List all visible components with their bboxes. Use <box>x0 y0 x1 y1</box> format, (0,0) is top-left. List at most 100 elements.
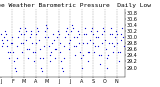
Point <box>54 58 57 59</box>
Point <box>4 34 7 35</box>
Point <box>1 46 4 47</box>
Point <box>44 31 47 32</box>
Point <box>64 37 67 38</box>
Point <box>96 37 99 38</box>
Point <box>113 46 115 47</box>
Point <box>29 31 32 32</box>
Point <box>22 43 24 44</box>
Point <box>0 40 3 41</box>
Point <box>43 37 46 38</box>
Point <box>9 43 12 44</box>
Point <box>2 43 5 44</box>
Point <box>77 34 80 35</box>
Point <box>85 43 88 44</box>
Point <box>7 52 10 53</box>
Point <box>79 52 81 53</box>
Point <box>82 43 85 44</box>
Point <box>116 43 119 44</box>
Point <box>6 46 9 47</box>
Point <box>114 31 117 32</box>
Point <box>9 52 11 53</box>
Point <box>109 28 112 29</box>
Point <box>118 61 120 62</box>
Point <box>105 58 108 59</box>
Point <box>119 40 122 41</box>
Point <box>51 43 53 44</box>
Point <box>57 31 59 32</box>
Point <box>24 31 27 32</box>
Point <box>48 55 51 56</box>
Point <box>90 31 92 32</box>
Point <box>95 37 97 38</box>
Point <box>3 37 5 38</box>
Text: Milwaukee Weather Barometric Pressure  Daily Low: Milwaukee Weather Barometric Pressure Da… <box>0 3 151 8</box>
Point <box>94 46 96 47</box>
Point <box>31 43 33 44</box>
Point <box>59 52 62 53</box>
Point <box>39 58 42 59</box>
Point <box>72 28 74 29</box>
Point <box>99 64 101 65</box>
Point <box>115 34 118 35</box>
Point <box>48 46 50 47</box>
Point <box>52 34 54 35</box>
Point <box>14 67 16 68</box>
Point <box>41 70 43 71</box>
Point <box>109 34 111 35</box>
Point <box>33 61 35 62</box>
Point <box>11 43 14 44</box>
Point <box>75 46 77 47</box>
Point <box>111 43 114 44</box>
Point <box>17 37 20 38</box>
Point <box>25 40 28 41</box>
Point <box>15 58 18 59</box>
Point <box>62 58 65 59</box>
Point <box>67 43 70 44</box>
Point <box>0 34 2 35</box>
Point <box>38 49 41 50</box>
Point <box>14 70 17 71</box>
Point <box>104 49 107 50</box>
Point <box>27 58 29 59</box>
Point <box>12 52 15 53</box>
Point <box>32 52 34 53</box>
Point <box>30 34 33 35</box>
Point <box>74 55 76 56</box>
Point <box>76 31 79 32</box>
Point <box>89 40 91 41</box>
Point <box>78 43 81 44</box>
Point <box>97 46 100 47</box>
Point <box>101 34 104 35</box>
Point <box>88 52 91 53</box>
Point <box>102 28 105 29</box>
Point <box>123 46 125 47</box>
Point <box>24 28 26 29</box>
Point <box>57 34 60 35</box>
Point <box>87 61 90 62</box>
Point <box>38 40 40 41</box>
Point <box>93 52 96 53</box>
Point <box>50 52 52 53</box>
Point <box>60 61 62 62</box>
Point <box>117 52 120 53</box>
Point <box>63 46 66 47</box>
Point <box>47 37 49 38</box>
Point <box>120 34 123 35</box>
Point <box>104 40 106 41</box>
Point <box>36 28 38 29</box>
Point <box>35 34 38 35</box>
Point <box>21 52 24 53</box>
Point <box>98 55 100 56</box>
Point <box>114 37 116 38</box>
Point <box>5 40 8 41</box>
Point <box>65 31 67 32</box>
Point <box>42 58 44 59</box>
Point <box>121 28 124 29</box>
Point <box>72 37 75 38</box>
Point <box>61 67 63 68</box>
Point <box>103 31 105 32</box>
Point <box>80 58 82 59</box>
Point <box>95 31 98 32</box>
Point <box>92 43 95 44</box>
Point <box>80 67 83 68</box>
